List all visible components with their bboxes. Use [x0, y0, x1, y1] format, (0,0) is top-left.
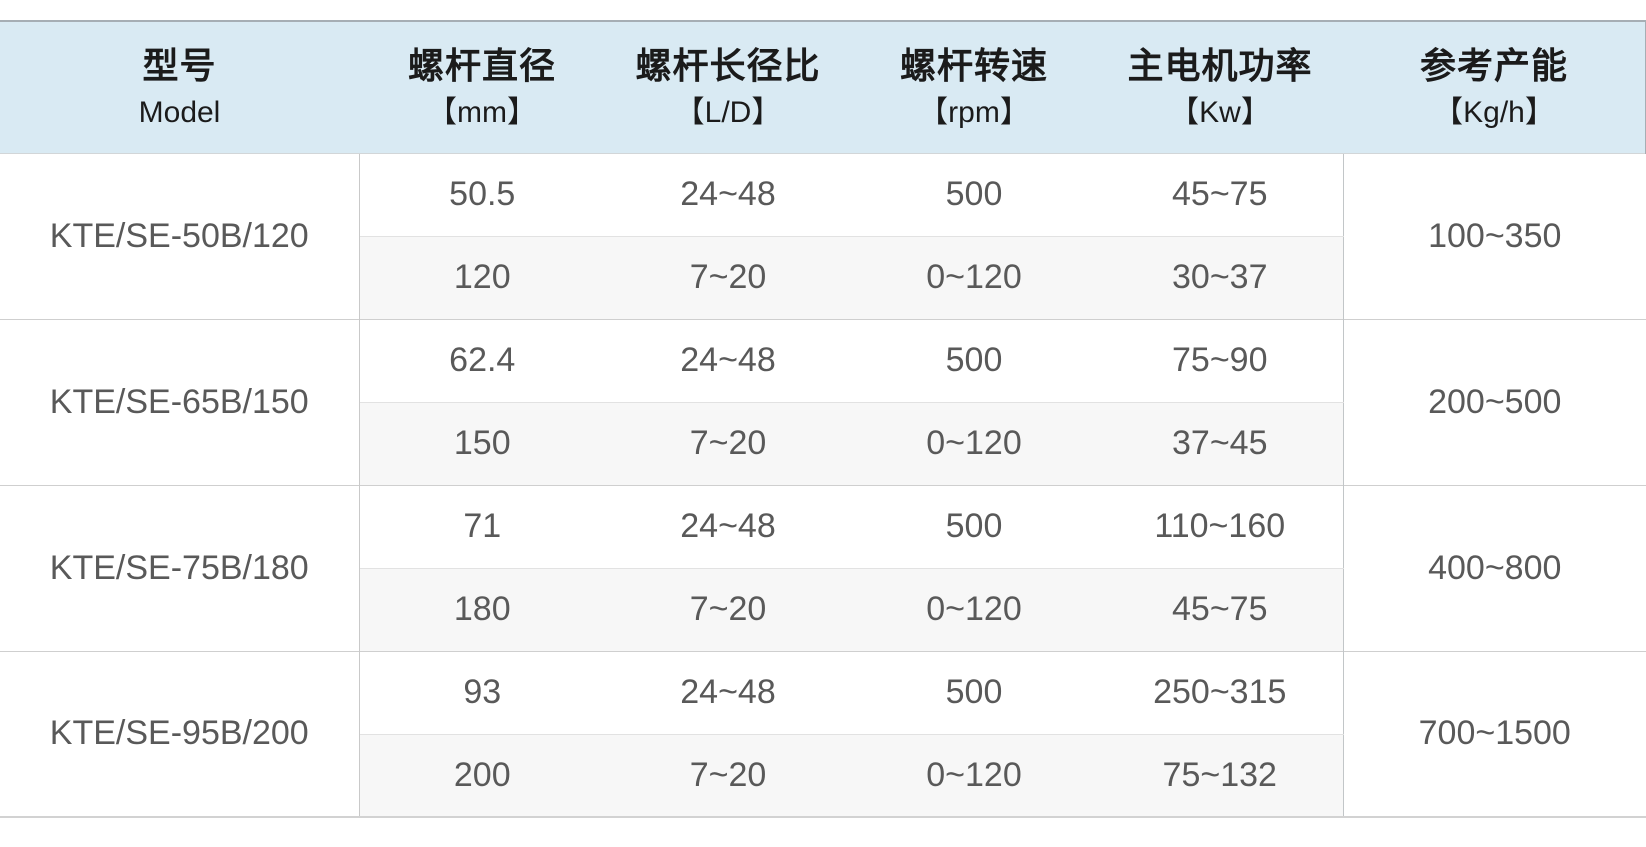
table-row: KTE/SE-75B/180 71 24~48 500 110~160 400~… — [0, 484, 1646, 651]
diameter-cell: 120 — [359, 236, 605, 319]
header-cell-power: 主电机功率 【Kw】 — [1097, 21, 1343, 154]
rpm-cell: 500 — [851, 152, 1097, 237]
diameter-cell: 93 — [359, 650, 605, 735]
header-title-capacity: 参考产能 — [1419, 44, 1568, 86]
table-row: 150 7~20 0~120 37~45 — [0, 402, 1646, 485]
power-cell: 75~132 — [1097, 734, 1343, 817]
rpm-cell: 500 — [851, 650, 1097, 735]
ld-ratio-cell: 24~48 — [605, 318, 851, 403]
header-subtitle-model: Model — [138, 95, 221, 129]
rpm-cell: 0~120 — [851, 236, 1097, 319]
header-unit-power: 【Kw】 — [1169, 95, 1271, 129]
power-cell: 250~315 — [1097, 650, 1343, 735]
header-title-diameter: 螺杆直径 — [407, 44, 556, 86]
power-cell: 37~45 — [1097, 402, 1343, 485]
power-cell: 45~75 — [1097, 568, 1343, 651]
table-row: KTE/SE-95B/200 93 24~48 500 250~315 700~… — [0, 650, 1646, 817]
ld-ratio-cell: 7~20 — [605, 568, 851, 651]
ld-ratio-cell: 7~20 — [605, 734, 851, 817]
capacity-cell: 400~800 — [1342, 484, 1646, 651]
diameter-cell: 150 — [359, 402, 605, 485]
diameter-cell: 200 — [359, 734, 605, 817]
power-cell: 45~75 — [1097, 152, 1343, 237]
diameter-cell: 62.4 — [359, 318, 605, 403]
ld-ratio-cell: 24~48 — [605, 484, 851, 569]
header-row: 型号 Model 螺杆直径 【mm】 螺杆长径比 【L/D】 螺杆转速 【rpm… — [0, 21, 1646, 154]
header-cell-capacity: 参考产能 【Kg/h】 — [1343, 21, 1646, 154]
header-title-power: 主电机功率 — [1127, 44, 1313, 86]
header-cell-ld-ratio: 螺杆长径比 【L/D】 — [605, 21, 851, 154]
rpm-cell: 0~120 — [851, 568, 1097, 651]
table-body: KTE/SE-50B/120 50.5 24~48 500 45~75 100~… — [0, 152, 1646, 817]
model-cell: KTE/SE-50B/120 — [0, 152, 360, 319]
table-row: 200 7~20 0~120 75~132 — [0, 734, 1646, 817]
header-cell-diameter: 螺杆直径 【mm】 — [359, 21, 605, 154]
capacity-cell: 200~500 — [1342, 318, 1646, 485]
model-cell: KTE/SE-75B/180 — [0, 484, 360, 651]
table-row: 180 7~20 0~120 45~75 — [0, 568, 1646, 651]
header-title-rpm: 螺杆转速 — [899, 44, 1048, 86]
header-cell-model: 型号 Model — [0, 21, 359, 154]
table-row: KTE/SE-65B/150 62.4 24~48 500 75~90 200~… — [0, 318, 1646, 485]
diameter-cell: 180 — [359, 568, 605, 651]
table-header: 型号 Model 螺杆直径 【mm】 螺杆长径比 【L/D】 螺杆转速 【rpm… — [0, 21, 1646, 154]
header-unit-rpm: 【rpm】 — [918, 95, 1030, 129]
table-row: 120 7~20 0~120 30~37 — [0, 236, 1646, 319]
model-cell: KTE/SE-65B/150 — [0, 318, 360, 485]
ld-ratio-cell: 7~20 — [605, 236, 851, 319]
model-cell: KTE/SE-95B/200 — [0, 650, 360, 817]
header-unit-capacity: 【Kg/h】 — [1433, 95, 1555, 129]
rpm-cell: 0~120 — [851, 734, 1097, 817]
ld-ratio-cell: 7~20 — [605, 402, 851, 485]
header-title-model: 型号 — [142, 44, 217, 86]
header-unit-diameter: 【mm】 — [427, 95, 537, 129]
capacity-cell: 100~350 — [1342, 152, 1646, 319]
spec-table: 型号 Model 螺杆直径 【mm】 螺杆长径比 【L/D】 螺杆转速 【rpm… — [0, 20, 1646, 818]
table-row: KTE/SE-50B/120 50.5 24~48 500 45~75 100~… — [0, 152, 1646, 319]
power-cell: 30~37 — [1097, 236, 1343, 319]
rpm-cell: 0~120 — [851, 402, 1097, 485]
capacity-cell: 700~1500 — [1342, 650, 1646, 817]
rpm-cell: 500 — [851, 484, 1097, 569]
header-title-ld-ratio: 螺杆长径比 — [635, 44, 821, 86]
header-unit-ld-ratio: 【L/D】 — [674, 95, 782, 129]
power-cell: 75~90 — [1097, 318, 1343, 403]
diameter-cell: 71 — [359, 484, 605, 569]
header-cell-rpm: 螺杆转速 【rpm】 — [851, 21, 1097, 154]
ld-ratio-cell: 24~48 — [605, 152, 851, 237]
rpm-cell: 500 — [851, 318, 1097, 403]
power-cell: 110~160 — [1097, 484, 1343, 569]
diameter-cell: 50.5 — [359, 152, 605, 237]
ld-ratio-cell: 24~48 — [605, 650, 851, 735]
